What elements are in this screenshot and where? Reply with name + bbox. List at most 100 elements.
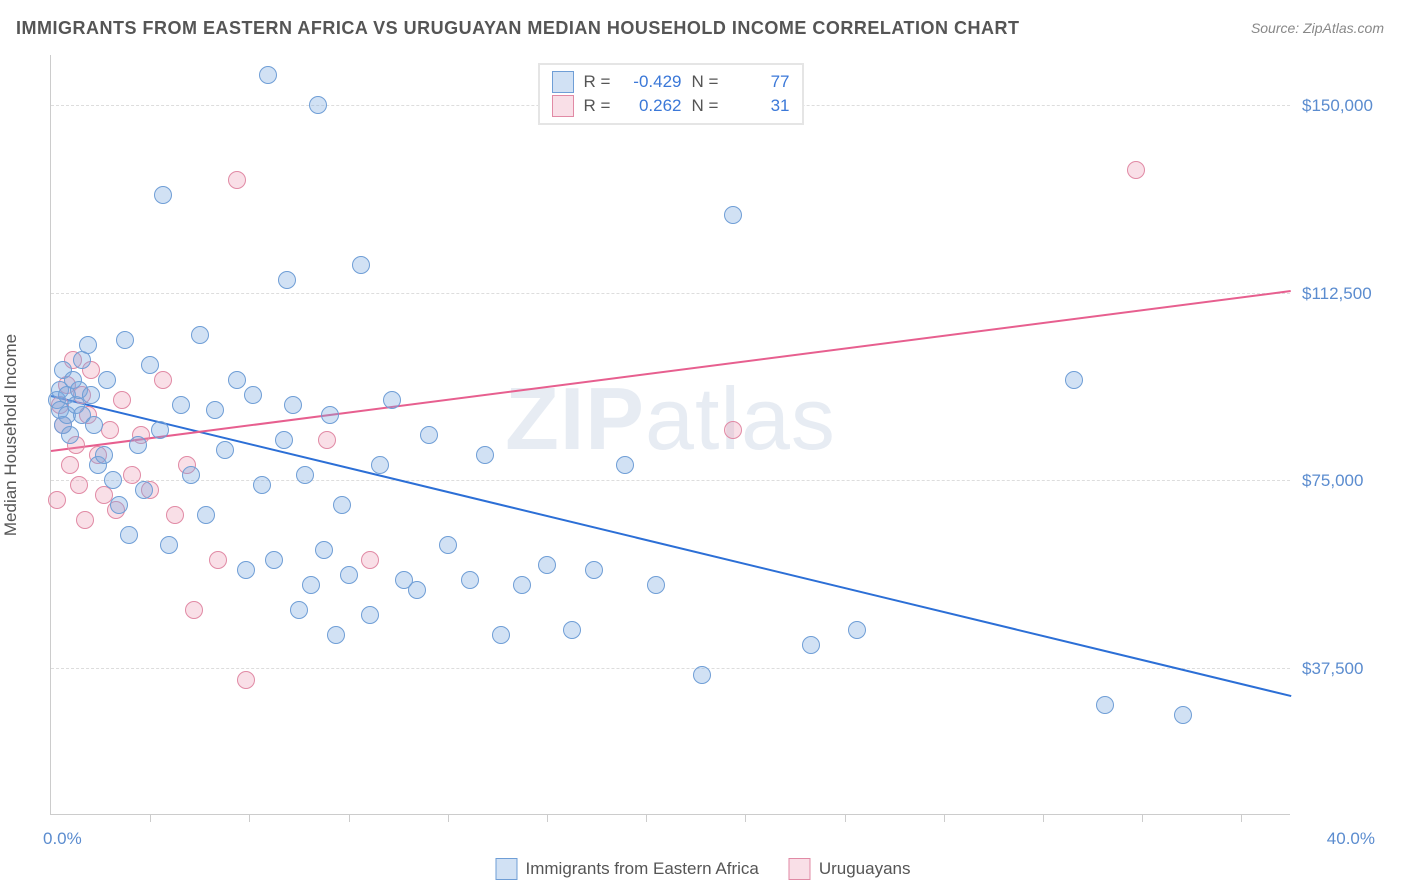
scatter-point xyxy=(191,326,209,344)
scatter-point xyxy=(408,581,426,599)
scatter-point xyxy=(166,506,184,524)
correlation-legend: R = -0.429 N = 77 R = 0.262 N = 31 xyxy=(538,63,804,125)
scatter-point xyxy=(209,551,227,569)
scatter-point xyxy=(1096,696,1114,714)
x-tick xyxy=(745,814,746,822)
series-legend: Immigrants from Eastern Africa Uruguayan… xyxy=(495,858,910,880)
x-axis-min-label: 0.0% xyxy=(43,829,82,849)
scatter-point xyxy=(461,571,479,589)
scatter-point xyxy=(61,426,79,444)
x-axis-max-label: 40.0% xyxy=(1327,829,1375,849)
x-tick xyxy=(1142,814,1143,822)
x-tick xyxy=(448,814,449,822)
scatter-point xyxy=(290,601,308,619)
scatter-point xyxy=(237,561,255,579)
legend-row-series-0: R = -0.429 N = 77 xyxy=(552,70,790,94)
legend-swatch-bottom-0 xyxy=(495,858,517,880)
gridline: $37,500 xyxy=(51,668,1290,669)
scatter-point xyxy=(1127,161,1145,179)
scatter-point xyxy=(76,511,94,529)
source-credit: Source: ZipAtlas.com xyxy=(1251,20,1384,36)
scatter-point xyxy=(538,556,556,574)
scatter-point xyxy=(113,391,131,409)
scatter-point xyxy=(492,626,510,644)
scatter-point xyxy=(802,636,820,654)
scatter-point xyxy=(48,491,66,509)
legend-n-label-0: N = xyxy=(692,72,720,92)
x-tick xyxy=(547,814,548,822)
legend-label-0: Immigrants from Eastern Africa xyxy=(525,859,758,879)
scatter-point xyxy=(129,436,147,454)
legend-r-label-1: R = xyxy=(584,96,612,116)
watermark: ZIPatlas xyxy=(505,368,836,470)
scatter-point xyxy=(296,466,314,484)
chart-title: IMMIGRANTS FROM EASTERN AFRICA VS URUGUA… xyxy=(16,18,1020,39)
scatter-point xyxy=(265,551,283,569)
scatter-point xyxy=(278,271,296,289)
legend-n-value-0: 77 xyxy=(730,72,790,92)
legend-label-1: Uruguayans xyxy=(819,859,911,879)
scatter-point xyxy=(228,171,246,189)
scatter-point xyxy=(383,391,401,409)
legend-item-1: Uruguayans xyxy=(789,858,911,880)
scatter-point xyxy=(172,396,190,414)
legend-item-0: Immigrants from Eastern Africa xyxy=(495,858,758,880)
plot-area: Median Household Income $37,500$75,000$1… xyxy=(50,55,1290,815)
scatter-point xyxy=(253,476,271,494)
trend-line-eastern_africa xyxy=(51,395,1291,697)
y-tick-label: $150,000 xyxy=(1302,96,1392,116)
scatter-point xyxy=(95,446,113,464)
scatter-point xyxy=(160,536,178,554)
scatter-point xyxy=(151,421,169,439)
y-tick-label: $37,500 xyxy=(1302,659,1392,679)
gridline: $112,500 xyxy=(51,293,1290,294)
scatter-point xyxy=(513,576,531,594)
x-tick xyxy=(249,814,250,822)
scatter-point xyxy=(302,576,320,594)
scatter-point xyxy=(1065,371,1083,389)
x-tick xyxy=(1043,814,1044,822)
scatter-point xyxy=(371,456,389,474)
legend-row-series-1: R = 0.262 N = 31 xyxy=(552,94,790,118)
x-tick xyxy=(1241,814,1242,822)
scatter-point xyxy=(439,536,457,554)
scatter-point xyxy=(154,371,172,389)
y-tick-label: $112,500 xyxy=(1302,284,1392,304)
legend-n-value-1: 31 xyxy=(730,96,790,116)
scatter-point xyxy=(110,496,128,514)
legend-r-value-1: 0.262 xyxy=(622,96,682,116)
scatter-point xyxy=(327,626,345,644)
scatter-point xyxy=(197,506,215,524)
scatter-point xyxy=(216,441,234,459)
scatter-point xyxy=(70,476,88,494)
legend-swatch-bottom-1 xyxy=(789,858,811,880)
scatter-point xyxy=(333,496,351,514)
scatter-point xyxy=(318,431,336,449)
legend-r-value-0: -0.429 xyxy=(622,72,682,92)
scatter-point xyxy=(79,336,97,354)
scatter-point xyxy=(206,401,224,419)
scatter-point xyxy=(848,621,866,639)
scatter-point xyxy=(585,561,603,579)
scatter-point xyxy=(284,396,302,414)
legend-swatch-1 xyxy=(552,95,574,117)
scatter-point xyxy=(724,206,742,224)
y-tick-label: $75,000 xyxy=(1302,471,1392,491)
scatter-point xyxy=(120,526,138,544)
scatter-point xyxy=(315,541,333,559)
scatter-point xyxy=(647,576,665,594)
legend-swatch-0 xyxy=(552,71,574,93)
scatter-point xyxy=(275,431,293,449)
scatter-point xyxy=(352,256,370,274)
scatter-point xyxy=(237,671,255,689)
scatter-point xyxy=(228,371,246,389)
scatter-point xyxy=(123,466,141,484)
scatter-point xyxy=(154,186,172,204)
scatter-point xyxy=(98,371,116,389)
x-tick xyxy=(646,814,647,822)
x-tick xyxy=(349,814,350,822)
scatter-point xyxy=(1174,706,1192,724)
scatter-point xyxy=(476,446,494,464)
scatter-point xyxy=(563,621,581,639)
scatter-point xyxy=(61,456,79,474)
